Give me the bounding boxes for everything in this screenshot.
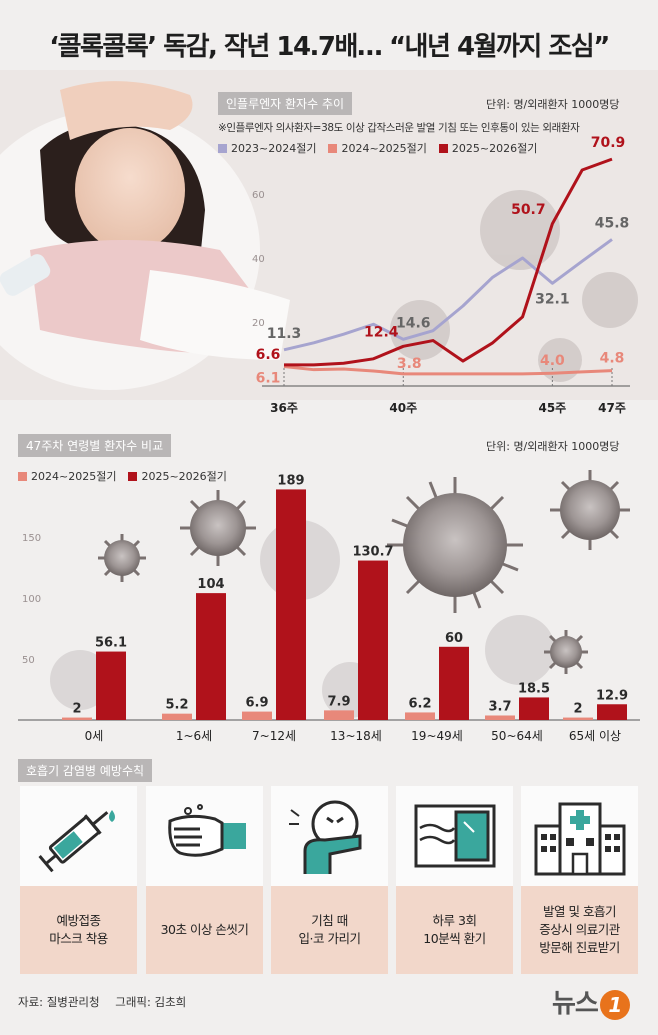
- legend-label: 2025~2026절기: [141, 470, 227, 483]
- line-chart: 20 40 60 36주 40주 45주 47주 11.3 14.6 32.1 45.8 6.1 3.8…: [252, 135, 630, 415]
- y-tick-label: 20: [252, 318, 265, 329]
- legend-item: 2025~2026절기: [438, 140, 538, 156]
- virus-decorations: [50, 470, 630, 718]
- data-label: 6.1: [256, 370, 281, 386]
- tip-card-hospital: 발열 및 호흡기 증상시 의료기관 방문해 진료받기: [521, 786, 638, 974]
- prevention-title: 호흡기 감염병 예방수칙: [18, 759, 153, 782]
- line-chart-note: ※인플루엔자 의사환자=38도 이상 갑작스러운 발열 기침 또는 인후통이 있…: [218, 122, 580, 134]
- series-line-1: [283, 238, 613, 352]
- logo-text: 뉴스: [552, 989, 599, 1019]
- series-line-3: [284, 157, 613, 367]
- syringe-icon: [20, 786, 137, 886]
- y-tick-label: 40: [252, 254, 265, 265]
- legend-item: 2023~2024절기: [218, 140, 316, 156]
- page-title: ‘콜록콜록’ 독감, 작년 14.7배… “내년 4월까지 조심”: [49, 32, 610, 62]
- legend-swatch: [328, 143, 338, 153]
- y-tick-label: 60: [252, 190, 265, 201]
- data-label: 12.4: [364, 324, 399, 340]
- line-chart-legend: 2023~2024절기 2024~2025절기 2025~2026절기: [218, 140, 537, 156]
- cough-cover-icon: [271, 786, 388, 886]
- tip-card-ventilation: 하루 3회 10분씩 환기: [396, 786, 513, 974]
- data-label: 6.6: [256, 347, 281, 363]
- data-label: 3.8: [397, 356, 422, 372]
- legend-label: 2024~2025절기: [341, 142, 427, 155]
- adult-hand: [60, 81, 193, 140]
- data-label: 70.9: [591, 135, 626, 151]
- line-chart-unit: 단위: 명/외래환자 1000명당: [486, 98, 620, 111]
- tip-text: 30초 이상 손씻기: [146, 886, 263, 974]
- logo-mark: 1: [599, 989, 630, 1020]
- tip-card-cough: 기침 때 입·코 가리기: [271, 786, 388, 974]
- hospital-icon: [521, 786, 638, 886]
- x-tick-label: 40주: [389, 401, 417, 415]
- tip-text: 발열 및 호흡기 증상시 의료기관 방문해 진료받기: [521, 886, 638, 974]
- thermometer: [0, 254, 51, 296]
- x-tick-label: 36주: [270, 401, 298, 415]
- tip-card-handwash: 30초 이상 손씻기: [146, 786, 263, 974]
- data-label: 4.8: [600, 351, 625, 367]
- legend-item: 2025~2026절기: [128, 468, 227, 484]
- tip-text: 기침 때 입·코 가리기: [271, 886, 388, 974]
- legend-label: 2024~2025절기: [31, 470, 117, 483]
- graphic-credit: 그래픽: 김초희: [115, 995, 187, 1009]
- data-label: 50.7: [511, 202, 546, 218]
- legend-label: 2025~2026절기: [451, 142, 538, 155]
- legend-swatch: [18, 471, 27, 481]
- window-ventilation-icon: [396, 786, 513, 886]
- child-face: [75, 128, 185, 252]
- bar-chart-unit: 단위: 명/외래환자 1000명당: [486, 440, 620, 453]
- data-label: 11.3: [267, 326, 302, 342]
- tip-card-vaccination: 예방접종 마스크 착용: [20, 786, 137, 974]
- source-credit: 자료: 질병관리청: [18, 995, 100, 1009]
- news1-logo: 뉴스 1: [552, 983, 630, 1020]
- bar-chart-legend: 2024~2025절기 2025~2026절기: [18, 468, 227, 484]
- footer: 자료: 질병관리청 그래픽: 김초희: [18, 994, 186, 1010]
- bar-chart-title: 47주차 연령별 환자수 비교: [18, 434, 172, 457]
- series-line-2: [283, 364, 613, 376]
- hand-washing-icon: [146, 786, 263, 886]
- data-label: 14.6: [396, 315, 431, 331]
- blanket: [140, 270, 290, 360]
- x-tick-label: 45주: [538, 401, 566, 415]
- legend-item: 2024~2025절기: [328, 140, 427, 156]
- legend-item: 2024~2025절기: [18, 468, 116, 484]
- legend-swatch: [438, 143, 448, 153]
- legend-label: 2023~2024절기: [231, 142, 317, 155]
- x-tick-label: 47주: [598, 401, 626, 415]
- tip-text: 예방접종 마스크 착용: [20, 886, 137, 974]
- legend-swatch: [128, 471, 138, 481]
- data-label: 4.0: [540, 353, 565, 369]
- line-chart-title: 인플루엔자 환자수 추이: [218, 92, 353, 115]
- tip-text: 하루 3회 10분씩 환기: [396, 886, 513, 974]
- data-label: 45.8: [595, 215, 630, 231]
- data-label: 32.1: [535, 291, 570, 307]
- legend-swatch: [218, 143, 227, 153]
